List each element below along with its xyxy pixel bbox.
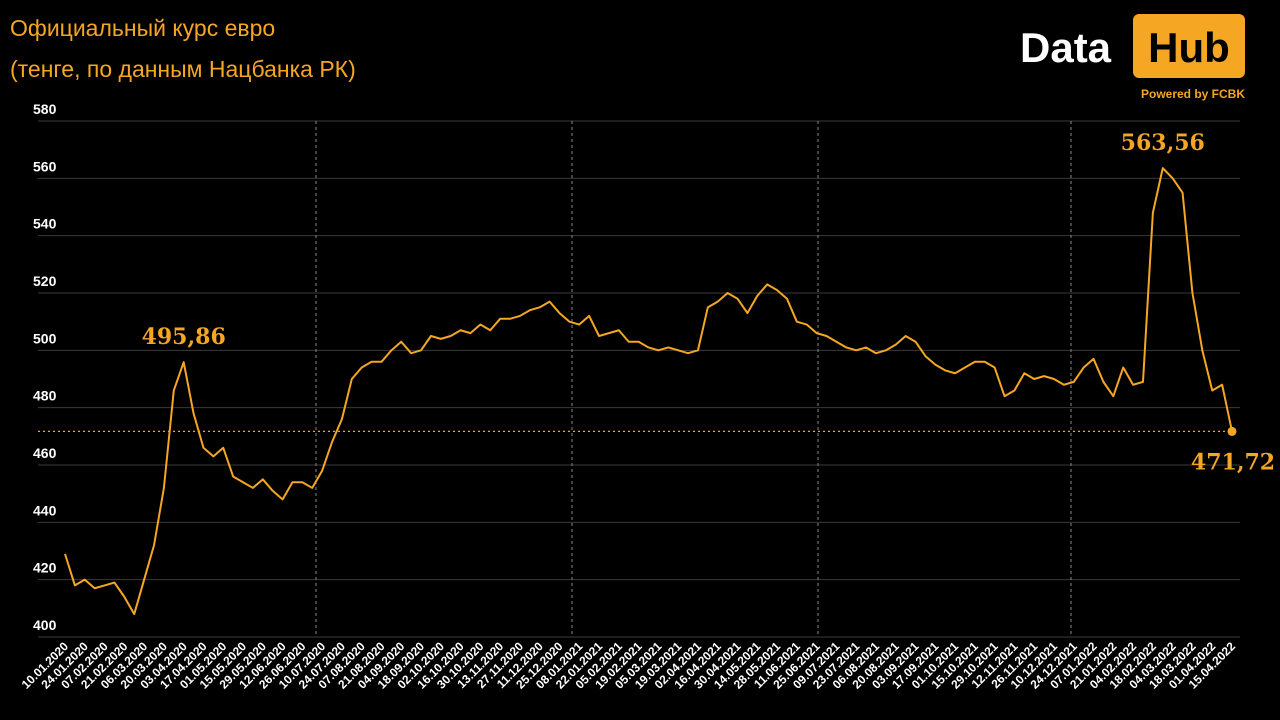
value-label: 563,56 [1121,130,1205,156]
logo-right: Hub [1148,24,1230,71]
chart-title: Официальный курс евро [10,15,275,41]
y-tick-label: 460 [33,445,57,461]
y-tick-label: 580 [33,101,57,117]
value-label: 495,86 [142,324,226,350]
chart-subtitle: (тенге, по данным Нацбанка РК) [10,56,356,82]
y-tick-label: 440 [33,502,57,518]
last-value-dot [1227,426,1237,436]
y-tick-label: 500 [33,330,57,346]
logo-tagline: Powered by FCBK [1141,87,1245,101]
y-tick-label: 420 [33,560,57,576]
value-label: 471,72 [1191,449,1275,475]
logo: Data Hub Powered by FCBK [1020,14,1245,101]
logo-left: Data [1020,24,1112,71]
y-tick-label: 520 [33,273,57,289]
data-line [64,167,1233,616]
y-tick-label: 560 [33,158,57,174]
y-tick-label: 540 [33,216,57,232]
y-tick-label: 400 [33,617,57,633]
y-tick-label: 480 [33,388,57,404]
logo-box [1133,14,1245,78]
